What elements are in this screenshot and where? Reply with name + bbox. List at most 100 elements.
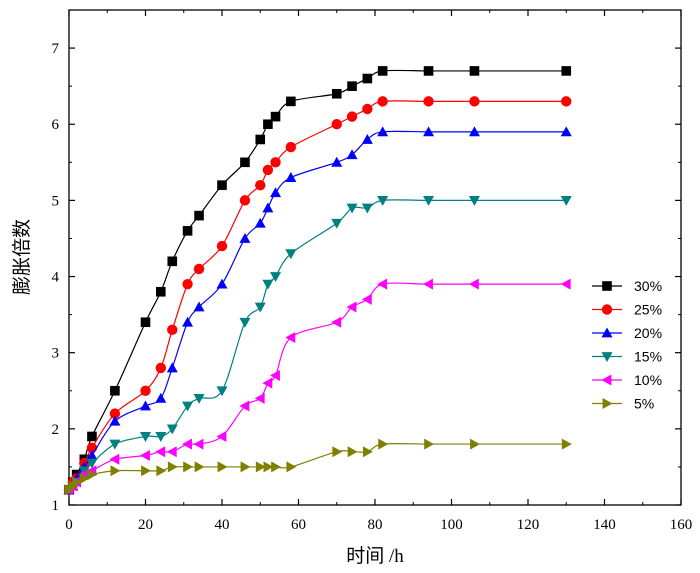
data-point [217, 461, 228, 473]
data-point [86, 458, 98, 469]
data-point [423, 96, 434, 107]
legend-marker [602, 281, 612, 291]
x-tick-label: 40 [215, 517, 230, 533]
data-point [217, 180, 227, 190]
data-point [271, 461, 282, 473]
y-tick-label: 5 [52, 193, 60, 209]
data-point [109, 439, 121, 450]
data-point [469, 66, 480, 76]
data-point [468, 278, 479, 290]
y-tick-label: 4 [52, 270, 60, 286]
data-point [110, 465, 121, 477]
data-point [216, 386, 228, 397]
series-line [68, 199, 567, 491]
legend-item: 10% [592, 372, 662, 388]
data-point [183, 461, 194, 473]
data-point [346, 149, 358, 160]
data-point [239, 317, 251, 328]
x-tick-label: 80 [368, 517, 383, 533]
data-point [182, 401, 194, 412]
data-point [270, 157, 281, 168]
y-tick-label: 3 [52, 346, 60, 362]
x-tick-label: 160 [670, 517, 693, 533]
series-5 [64, 438, 572, 496]
data-point [79, 472, 90, 484]
data-point [193, 393, 205, 404]
x-axis-ticks: 0 20 40 60 80 100 120 140 160 [65, 10, 692, 533]
data-point [470, 438, 480, 450]
legend-marker [601, 327, 613, 338]
data-point [182, 278, 193, 290]
data-point [285, 331, 296, 343]
data-point [240, 461, 251, 473]
data-point [140, 400, 151, 411]
series-line [68, 100, 567, 491]
legend-marker [601, 374, 612, 386]
data-point [263, 461, 274, 473]
data-point [254, 302, 266, 313]
data-point [167, 256, 178, 267]
data-point [166, 446, 177, 458]
y-tick-label: 2 [52, 422, 60, 438]
series-0 [64, 66, 572, 495]
data-point [72, 476, 83, 488]
data-point [362, 446, 373, 458]
data-point [561, 438, 572, 450]
data-point [239, 232, 251, 243]
data-point [332, 446, 343, 458]
data-point [182, 316, 194, 327]
data-point [255, 134, 266, 145]
data-point [140, 317, 151, 328]
data-point [155, 362, 166, 374]
data-point [561, 66, 572, 76]
data-point [194, 461, 205, 473]
data-point [377, 126, 389, 137]
legend-item: 20% [592, 325, 662, 341]
data-point [423, 126, 435, 137]
y-tick-label: 1 [52, 498, 60, 514]
data-point [270, 370, 280, 382]
legend: 30% 25% 20% 15% 10% 5% [592, 278, 662, 412]
data-point [155, 432, 167, 442]
data-point [87, 431, 97, 442]
legend-label: 25% [634, 302, 662, 318]
y-tick-label: 7 [52, 41, 60, 57]
x-axis-title: 时间 /h [346, 545, 404, 567]
legend-marker [601, 352, 613, 362]
x-tick-label: 100 [440, 517, 463, 533]
data-point [194, 210, 204, 221]
data-point [110, 385, 120, 396]
data-point [561, 96, 572, 107]
data-point [286, 96, 296, 107]
data-point [468, 126, 480, 137]
data-point [423, 278, 433, 290]
y-tick-label: 6 [52, 117, 60, 133]
legend-label: 15% [634, 349, 662, 365]
data-point [270, 187, 282, 198]
data-point [423, 195, 435, 206]
x-tick-label: 0 [65, 517, 73, 533]
series-1 [63, 96, 572, 495]
data-point [140, 432, 151, 442]
data-point [216, 430, 227, 442]
legend-item: 5% [592, 396, 654, 412]
data-point [262, 279, 274, 290]
data-point [285, 141, 297, 153]
data-point [86, 450, 98, 460]
legend-item: 25% [592, 302, 662, 318]
legend-label: 30% [634, 278, 662, 294]
data-point [216, 240, 228, 252]
x-tick-label: 140 [593, 517, 616, 533]
data-point [182, 438, 192, 450]
legend-label: 10% [634, 372, 662, 388]
data-point [285, 249, 297, 260]
data-point [262, 377, 273, 389]
data-point [361, 203, 373, 214]
data-point [193, 438, 204, 450]
legend-item: 15% [592, 349, 662, 365]
data-point [468, 195, 480, 206]
data-point [331, 156, 343, 167]
data-point [155, 446, 166, 458]
data-point [285, 172, 297, 182]
data-point [286, 461, 297, 473]
